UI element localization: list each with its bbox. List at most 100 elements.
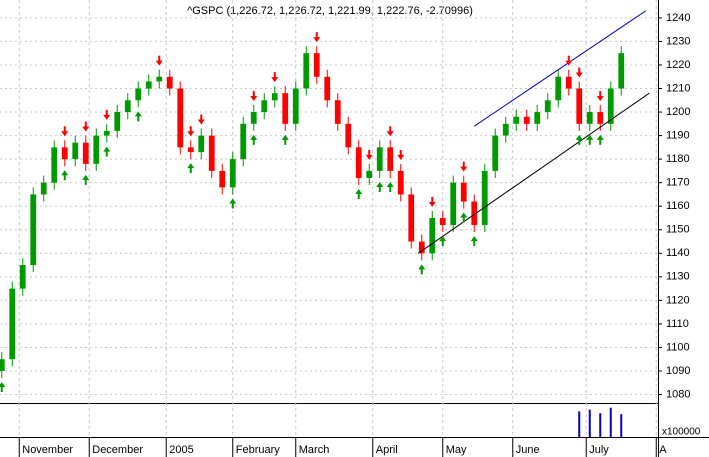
y-tick-label: 1190 [666,129,690,141]
sell-arrow [197,114,205,125]
candle-body [387,147,394,171]
x-tick-label: June [516,444,540,456]
sell-arrow [103,109,111,120]
candle-body [145,81,152,89]
candle-body [208,135,215,171]
candle-body [61,147,68,160]
buy-arrow [376,181,384,192]
candle-body [124,100,131,113]
buy-arrow [250,134,258,145]
candle-body [366,170,373,178]
x-tick-label: November [22,444,73,456]
buy-arrow [229,198,237,209]
y-tick-label: 1230 [666,35,690,47]
candle-body [72,142,79,160]
candle-body [565,76,572,89]
candle-body [51,147,58,183]
x-tick-label: A [659,444,667,456]
trend-line [417,92,650,254]
sell-arrow [250,90,258,101]
candle-body [250,112,257,124]
candle-body [82,142,89,164]
x-tick-label: December [92,444,143,456]
candle-body [9,288,16,360]
candle-body [408,194,415,242]
candle-body [40,182,47,195]
candle-body [576,88,583,124]
candle-body [618,53,625,89]
buy-arrow [61,170,69,181]
y-tick-label: 1130 [666,271,690,283]
candle-body [93,135,100,164]
candle-body [324,76,331,101]
buy-arrow [470,236,478,247]
buy-arrow [0,382,6,393]
candle-body [481,170,488,226]
candle-body [429,217,436,254]
sell-arrow [460,161,468,172]
candle-body [313,53,320,77]
sell-arrow [386,126,394,137]
buy-arrow [418,264,426,275]
candle-body [156,76,163,82]
candle-body [492,135,499,171]
candle-body [219,170,226,188]
y-tick-label: 1100 [666,341,690,353]
candle-body [135,88,142,101]
y-tick-label: 1180 [666,153,690,165]
buy-arrow [103,146,111,157]
buy-arrow [586,134,594,145]
candle-body [166,76,173,89]
candle-body [261,100,268,113]
y-tick-label: 1210 [666,82,690,94]
candle-body [544,100,551,113]
sell-arrow [565,55,573,66]
candle-body [345,123,352,148]
candle-body [30,194,37,266]
candle-body [471,201,478,226]
x-tick-label: April [376,444,398,456]
sell-arrow [575,67,583,78]
buy-arrow [281,134,289,145]
candle-body [187,147,194,153]
y-tick-label: 1160 [666,200,690,212]
buy-arrow [596,134,604,145]
x-tick-label: May [446,444,467,456]
y-tick-label: 1080 [666,388,690,400]
candle-body [460,182,467,202]
buy-arrow [460,212,468,223]
buy-arrow [386,181,394,192]
candle-body [397,170,404,195]
y-tick-label: 1110 [666,318,689,330]
sell-arrow [61,126,69,137]
trend-line [473,10,647,127]
candle-body [502,123,509,136]
y-tick-label: 1220 [666,59,690,71]
sell-arrow [82,121,90,132]
y-tick-label: 1170 [666,177,690,189]
x-tick-label: February [236,444,281,456]
candle-body [523,116,530,124]
sell-arrow [365,149,373,160]
candle-body [0,359,5,371]
buy-arrow [82,174,90,185]
candle-body [513,116,520,124]
y-tick-label: 1090 [666,365,690,377]
candle-body [439,217,446,226]
sell-arrow [313,32,321,43]
candle-body [607,88,614,124]
candle-body [376,147,383,171]
buy-arrow [134,111,142,122]
y-tick-label: 1140 [666,247,690,259]
y-tick-label: 1150 [666,224,690,236]
candle-body [198,135,205,153]
candle-body [303,53,310,89]
candle-body [534,112,541,124]
y-tick-label: 1200 [666,106,690,118]
candle-body [177,88,184,148]
candle-body [586,112,593,124]
buy-arrow [355,189,363,200]
